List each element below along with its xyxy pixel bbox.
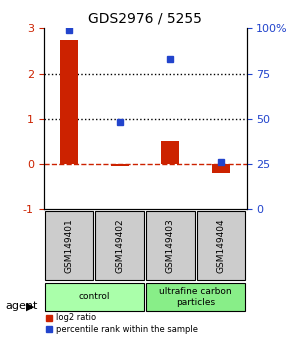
Bar xyxy=(212,164,230,173)
FancyBboxPatch shape xyxy=(95,211,144,280)
Bar xyxy=(111,164,128,166)
FancyBboxPatch shape xyxy=(45,211,93,280)
Legend: log2 ratio, percentile rank within the sample: log2 ratio, percentile rank within the s… xyxy=(46,313,198,334)
Bar xyxy=(162,141,179,164)
FancyBboxPatch shape xyxy=(197,211,245,280)
Text: GSM149404: GSM149404 xyxy=(217,218,226,273)
Text: agent: agent xyxy=(6,301,38,311)
FancyBboxPatch shape xyxy=(45,283,144,311)
Text: GSM149402: GSM149402 xyxy=(115,218,124,273)
Title: GDS2976 / 5255: GDS2976 / 5255 xyxy=(88,12,202,26)
Bar xyxy=(60,40,78,164)
Text: control: control xyxy=(79,292,110,301)
Text: ▶: ▶ xyxy=(26,301,35,311)
Text: GSM149403: GSM149403 xyxy=(166,218,175,273)
FancyBboxPatch shape xyxy=(146,211,195,280)
Text: ultrafine carbon
particles: ultrafine carbon particles xyxy=(160,287,232,307)
Text: GSM149401: GSM149401 xyxy=(64,218,73,273)
FancyBboxPatch shape xyxy=(146,283,245,311)
